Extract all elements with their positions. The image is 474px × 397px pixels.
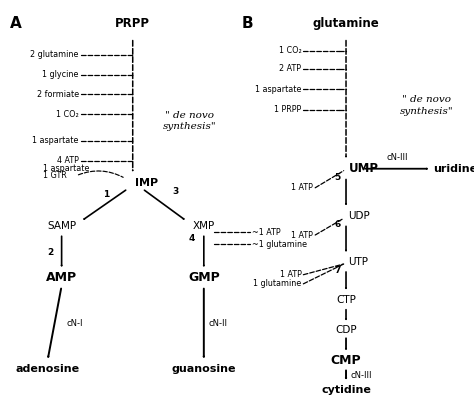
Text: 4 ATP: 4 ATP (57, 156, 79, 165)
Text: 7: 7 (334, 266, 340, 275)
Text: 1 glycine: 1 glycine (42, 70, 79, 79)
Text: 1 PRPP: 1 PRPP (274, 106, 301, 114)
Text: CMP: CMP (331, 354, 361, 367)
Text: 1 aspartate: 1 aspartate (32, 137, 79, 145)
Text: 4: 4 (189, 234, 195, 243)
Text: 1 glutamine: 1 glutamine (253, 279, 301, 288)
Text: cN-III: cN-III (351, 371, 372, 380)
Text: adenosine: adenosine (15, 364, 80, 374)
Text: SAMP: SAMP (47, 221, 76, 231)
Text: 1 ATP: 1 ATP (280, 270, 301, 279)
Text: UMP: UMP (348, 162, 378, 175)
Text: GMP: GMP (188, 272, 219, 284)
Text: uridine: uridine (433, 164, 474, 174)
Text: ~1 glutamine: ~1 glutamine (252, 240, 307, 249)
Text: 2 ATP: 2 ATP (280, 64, 301, 73)
Text: 1 aspartate: 1 aspartate (255, 85, 301, 94)
Text: CTP: CTP (336, 295, 356, 305)
Text: CDP: CDP (335, 324, 357, 335)
Text: 6: 6 (334, 220, 340, 229)
Text: UTP: UTP (348, 257, 368, 267)
Text: guanosine: guanosine (172, 364, 236, 374)
Text: UDP: UDP (348, 211, 370, 222)
Text: 1 CO₂: 1 CO₂ (56, 110, 79, 119)
Text: 1 CO₂: 1 CO₂ (279, 46, 301, 55)
Text: 1 GTR: 1 GTR (43, 172, 66, 180)
Text: PRPP: PRPP (115, 17, 150, 30)
Text: 3: 3 (172, 187, 179, 196)
Text: glutamine: glutamine (313, 17, 379, 30)
Text: 1: 1 (103, 190, 110, 199)
Text: ~1 ATP: ~1 ATP (252, 228, 280, 237)
Text: B: B (242, 16, 254, 31)
Text: 2: 2 (47, 248, 53, 256)
Text: 1 ATP: 1 ATP (291, 231, 313, 239)
Text: cytidine: cytidine (321, 385, 371, 395)
Text: cN-II: cN-II (209, 319, 228, 328)
Text: XMP: XMP (193, 221, 215, 231)
Text: cN-III: cN-III (386, 152, 408, 162)
Text: cN-I: cN-I (66, 319, 83, 328)
Text: " de novo
synthesis": " de novo synthesis" (400, 95, 454, 116)
Text: IMP: IMP (135, 177, 158, 188)
Text: 1 aspartate: 1 aspartate (43, 164, 89, 173)
Text: AMP: AMP (46, 272, 77, 284)
Text: 1 ATP: 1 ATP (291, 183, 313, 192)
Text: A: A (9, 16, 21, 31)
Text: 5: 5 (334, 173, 340, 182)
Text: 2 formiate: 2 formiate (36, 90, 79, 99)
Text: " de novo
synthesis": " de novo synthesis" (163, 111, 217, 131)
Text: 2 glutamine: 2 glutamine (30, 50, 79, 59)
